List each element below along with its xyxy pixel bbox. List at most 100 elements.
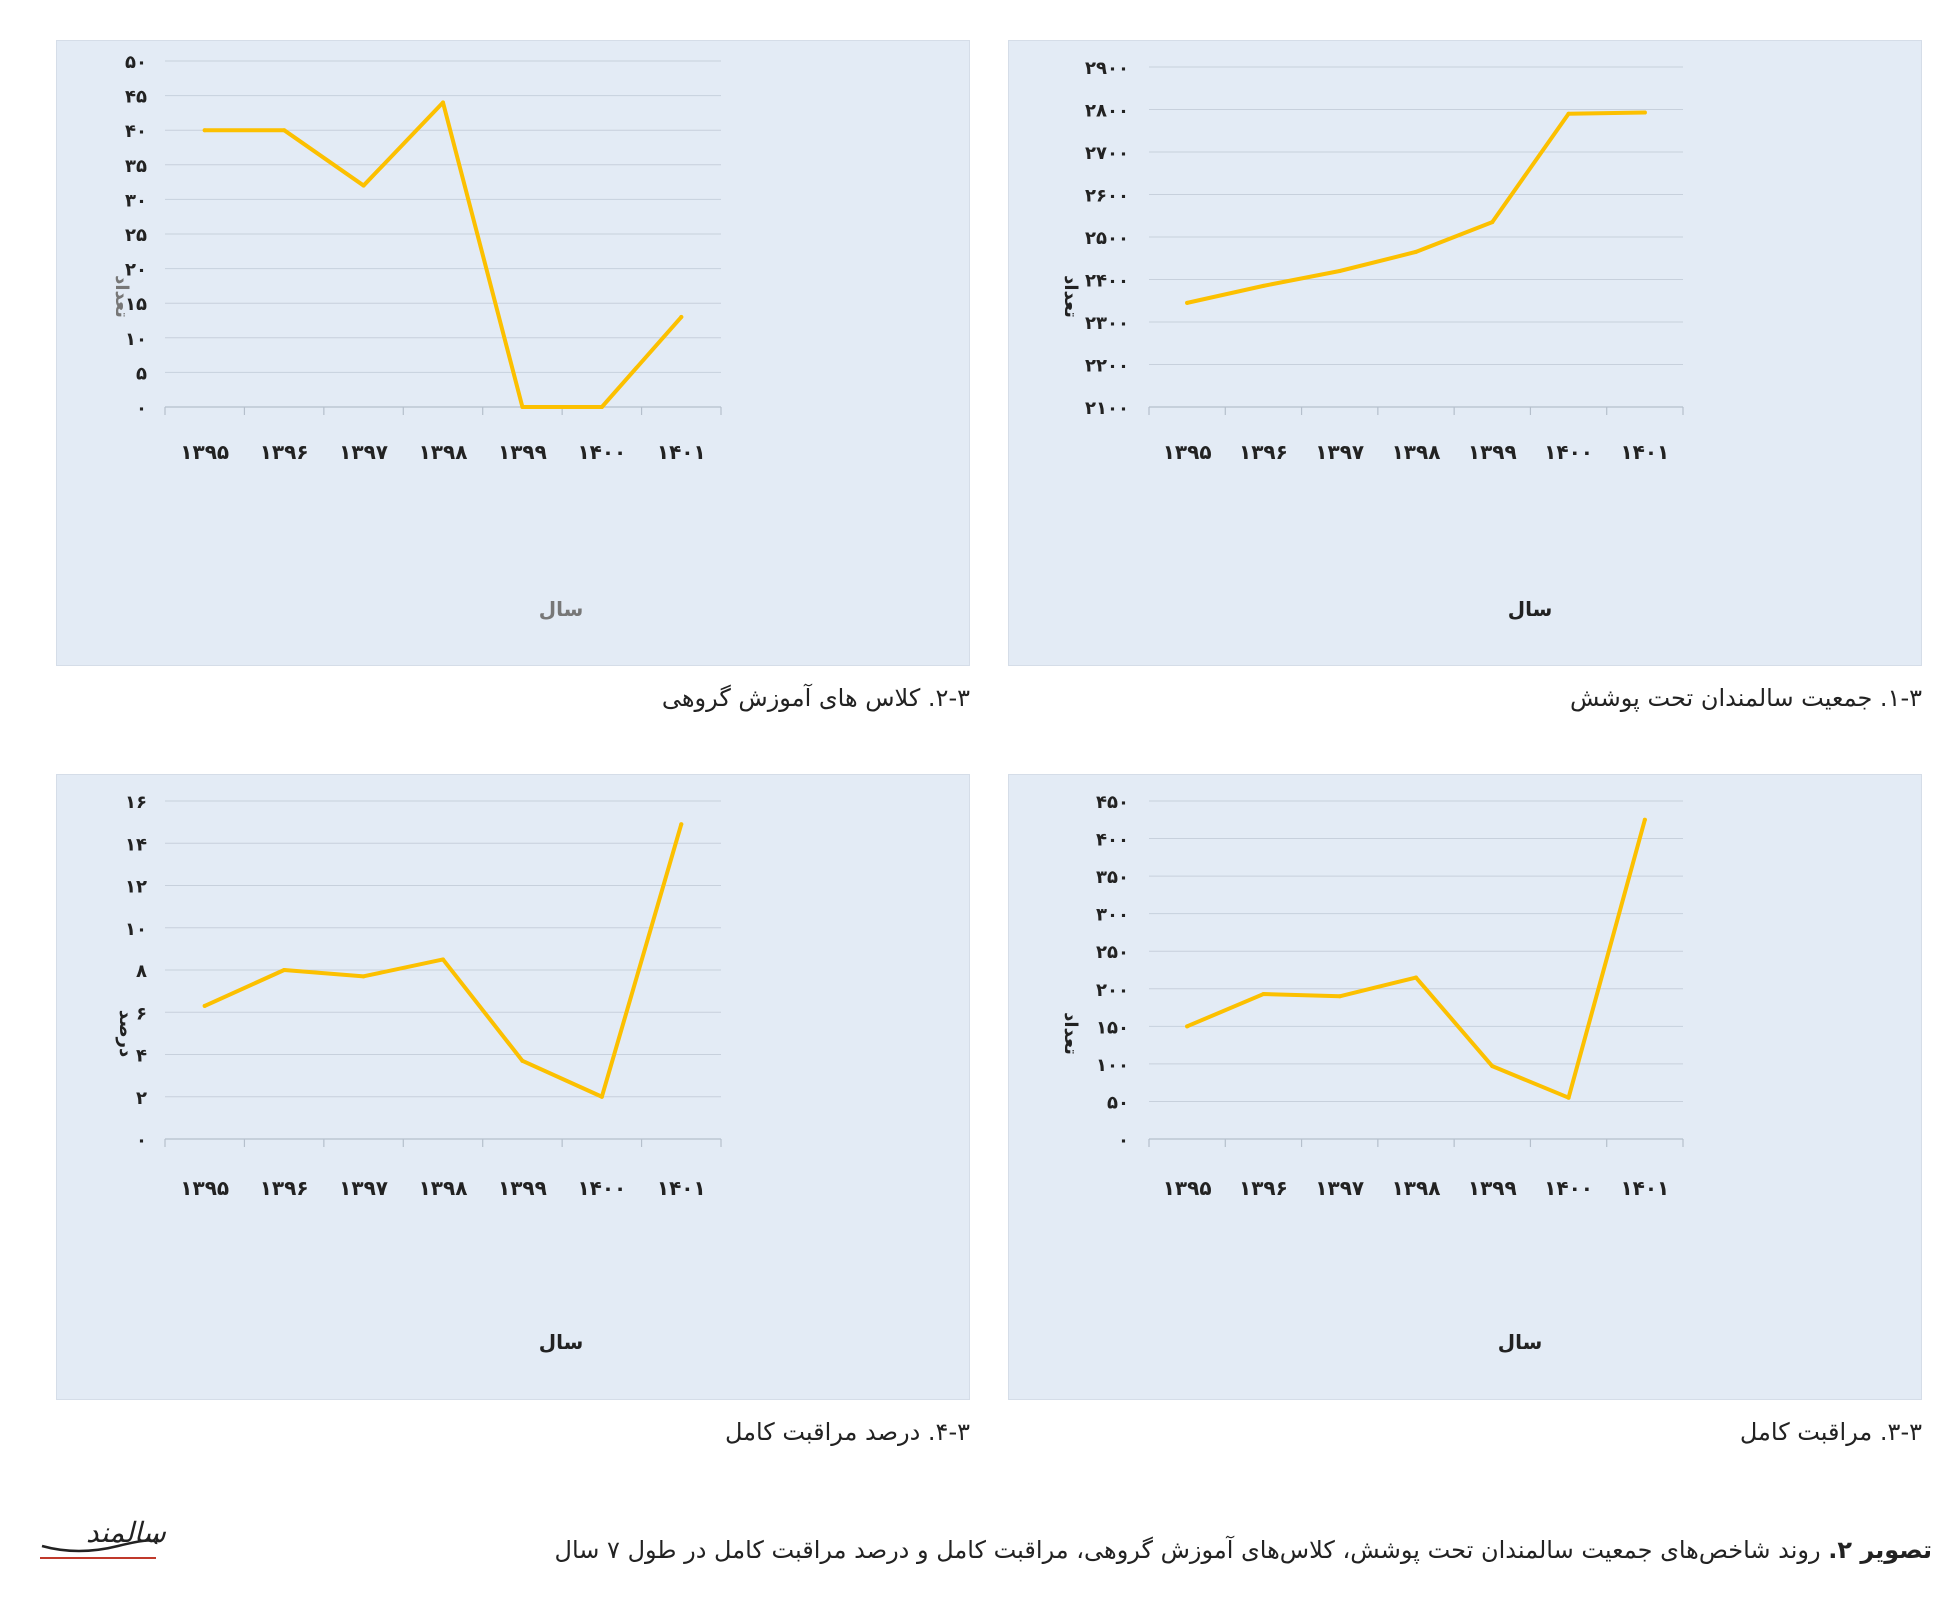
x-tick-label: ۱۳۹۵ bbox=[1163, 440, 1212, 464]
y-tick-label: ۲۱۰۰ bbox=[1085, 398, 1129, 419]
y-tick-label: ۲۸۰۰ bbox=[1085, 101, 1129, 122]
y-tick-label: ۵۰ bbox=[125, 52, 147, 73]
y-tick-label: ۱۵۰ bbox=[1096, 1017, 1129, 1038]
y-tick-label: ۱۴ bbox=[125, 834, 147, 855]
chart-full-care-percent: ۰ ۲ ۴ ۶ ۸ ۱۰ ۱۲ ۱۴ ۱۶ ۱۳۹۵ ۱۳۹۶ ۱۳۹۷ ۱۳۹۸ ۱۳۹۹ ۱۴۰۰ ۱۴۰… bbox=[56, 774, 970, 1400]
chart-svg-covered-elderly: ۲۱۰۰ ۲۲۰۰ ۲۳۰۰ ۲۴۰۰ ۲۵۰۰ ۲۶۰۰ ۲۷۰۰ ۲۸۰۰ ۲۹۰۰ ۱۳۹۵… bbox=[1085, 58, 1684, 464]
data-point bbox=[1490, 220, 1495, 225]
logo-text: سالمند bbox=[86, 1516, 166, 1549]
y-tick-label: ۱۶ bbox=[125, 792, 147, 813]
y-tick-label: ۰ bbox=[136, 398, 147, 419]
y-tick-label: ۴۰۰ bbox=[1096, 830, 1129, 851]
y-tick-label: ۲۰ bbox=[125, 260, 147, 281]
y-tick-label: ۶ bbox=[136, 1003, 147, 1024]
y-tick-label: ۱۵ bbox=[125, 294, 147, 315]
x-tick-label: ۱۴۰۰ bbox=[577, 1176, 626, 1200]
y-tick-label: ۱۰۰ bbox=[1096, 1055, 1129, 1076]
series-line bbox=[1185, 817, 1647, 1100]
x-tick-label: ۱۳۹۵ bbox=[180, 440, 229, 464]
y-tick-label: ۴ bbox=[136, 1046, 147, 1067]
data-point bbox=[679, 822, 684, 827]
data-point bbox=[1566, 1095, 1571, 1100]
y-tick-label: ۱۲ bbox=[125, 877, 147, 898]
data-point bbox=[441, 100, 445, 105]
y-tick-label: ۱۰ bbox=[125, 919, 147, 940]
x-tick-label: ۱۳۹۶ bbox=[1239, 440, 1288, 464]
y-tick-label: ۲۶۰۰ bbox=[1085, 186, 1129, 207]
x-tick-label: ۱۴۰۰ bbox=[577, 440, 626, 464]
data-point bbox=[679, 315, 684, 320]
data-point bbox=[1261, 992, 1266, 997]
x-tick-label: ۱۴۰۱ bbox=[657, 440, 706, 464]
x-tick-label: ۱۳۹۷ bbox=[1315, 440, 1364, 464]
y-tick-label: ۲۹۰۰ bbox=[1085, 58, 1129, 79]
y-tick-label: ۲۰۰ bbox=[1096, 980, 1129, 1001]
x-tick-label: ۱۳۹۸ bbox=[1392, 1176, 1441, 1200]
y-tick-label: ۲۲۰۰ bbox=[1085, 356, 1129, 377]
data-point bbox=[599, 1094, 604, 1099]
chart-svg-full-care: ۰ ۵۰ ۱۰۰ ۱۵۰ ۲۰۰ ۲۵۰ ۳۰۰ ۳۵۰ ۴۰۰ ۴۵۰ ۱۳۹۵ ۱۳۹۶ ۱۳۹۷ ۱… bbox=[1096, 792, 1684, 1200]
x-tick-label: ۱۴۰۰ bbox=[1544, 1176, 1593, 1200]
x-axis-title: سال bbox=[538, 597, 584, 621]
data-point bbox=[1337, 994, 1342, 999]
data-point bbox=[1414, 975, 1418, 980]
chart-caption-full-care-percent: ۴-۳. درصد مراقبت کامل bbox=[724, 1418, 970, 1446]
series-line bbox=[202, 100, 684, 409]
y-axis-title: تعداد bbox=[1059, 1012, 1081, 1055]
y-tick-label: ۳۰۰ bbox=[1096, 905, 1129, 926]
y-axis-title: تعداد bbox=[1059, 275, 1081, 318]
x-tick-label: ۱۳۹۷ bbox=[339, 1176, 388, 1200]
logo-swash-icon bbox=[40, 1539, 158, 1559]
x-tick-label: ۱۳۹۹ bbox=[498, 440, 547, 464]
data-point bbox=[1337, 269, 1342, 273]
data-point bbox=[202, 1003, 207, 1008]
y-tick-label: ۴۵۰ bbox=[1096, 792, 1129, 813]
y-tick-label: ۳۰ bbox=[125, 190, 147, 211]
y-tick-label: ۴۵ bbox=[125, 87, 147, 108]
data-point bbox=[282, 128, 287, 133]
data-point bbox=[520, 405, 525, 409]
y-tick-label: ۵۰ bbox=[1107, 1092, 1129, 1113]
data-point bbox=[1566, 111, 1571, 116]
data-point bbox=[1490, 1064, 1495, 1069]
x-tick-label: ۱۳۹۸ bbox=[419, 1176, 468, 1200]
chart-full-care: ۰ ۵۰ ۱۰۰ ۱۵۰ ۲۰۰ ۲۵۰ ۳۰۰ ۳۵۰ ۴۰۰ ۴۵۰ ۱۳۹۵ ۱۳۹۶ ۱۳۹۷ ۱… bbox=[1008, 774, 1922, 1400]
x-tick-label: ۱۴۰۱ bbox=[1620, 1176, 1669, 1200]
figure-caption: تصویر ۲. روند شاخص‌های جمعیت سالمندان تح… bbox=[555, 1536, 1932, 1564]
x-axis-title: سال bbox=[1507, 597, 1553, 621]
y-tick-label: ۲۳۰۰ bbox=[1085, 313, 1129, 334]
data-point bbox=[1261, 283, 1266, 288]
data-point bbox=[1414, 249, 1418, 254]
data-point bbox=[1642, 110, 1647, 115]
data-point bbox=[282, 968, 287, 972]
data-point bbox=[441, 957, 445, 962]
y-tick-label: ۲۴۰۰ bbox=[1085, 271, 1129, 292]
chart-covered-elderly-population: ۲۱۰۰ ۲۲۰۰ ۲۳۰۰ ۲۴۰۰ ۲۵۰۰ ۲۶۰۰ ۲۷۰۰ ۲۸۰۰ ۲۹۰۰ ۱۳۹۵… bbox=[1008, 40, 1922, 666]
chart-caption-covered-elderly: ۱-۳. جمعیت سالمندان تحت پوشش bbox=[1570, 684, 1922, 712]
x-axis-title: سال bbox=[538, 1330, 584, 1354]
x-tick-label: ۱۳۹۹ bbox=[1468, 440, 1517, 464]
chart-svg-full-care-percent: ۰ ۲ ۴ ۶ ۸ ۱۰ ۱۲ ۱۴ ۱۶ ۱۳۹۵ ۱۳۹۶ ۱۳۹۷ ۱۳۹۸ ۱۳۹۹ ۱۴۰۰ ۱۴۰… bbox=[125, 792, 722, 1200]
data-point bbox=[520, 1058, 525, 1063]
data-point bbox=[361, 183, 366, 188]
data-point bbox=[1185, 300, 1190, 305]
y-tick-label: ۳۵ bbox=[125, 156, 147, 177]
chart-caption-group-classes: ۲-۳. کلاس های آموزش گروهی bbox=[661, 684, 970, 712]
x-tick-label: ۱۳۹۸ bbox=[1392, 440, 1441, 464]
data-point bbox=[361, 974, 366, 979]
x-tick-label: ۱۳۹۵ bbox=[1163, 1176, 1212, 1200]
x-tick-label: ۱۳۹۶ bbox=[260, 1176, 309, 1200]
y-tick-label: ۲ bbox=[136, 1088, 147, 1109]
x-tick-label: ۱۳۹۹ bbox=[1468, 1176, 1517, 1200]
x-tick-label: ۱۳۹۶ bbox=[1239, 1176, 1288, 1200]
x-tick-label: ۱۳۹۷ bbox=[339, 440, 388, 464]
x-tick-label: ۱۴۰۱ bbox=[657, 1176, 706, 1200]
chart-svg-group-classes: ۰ ۵ ۱۰ ۱۵ ۲۰ ۲۵ ۳۰ ۳۵ ۴۰ ۴۵ ۵۰ ۱۳۹۵ ۱۳۹۶ ۱۳۹۷ ۱۳۹۸ ۱۳۹۹… bbox=[125, 52, 722, 464]
x-tick-label: ۱۳۹۶ bbox=[260, 440, 309, 464]
figure-caption-text: روند شاخص‌های جمعیت سالمندان تحت پوشش، ک… bbox=[554, 1536, 1829, 1564]
series-line bbox=[1185, 110, 1647, 305]
data-point bbox=[202, 128, 207, 133]
x-tick-label: ۱۴۰۱ bbox=[1620, 440, 1669, 464]
data-point bbox=[599, 405, 604, 409]
y-tick-label: ۱۰ bbox=[125, 329, 147, 350]
